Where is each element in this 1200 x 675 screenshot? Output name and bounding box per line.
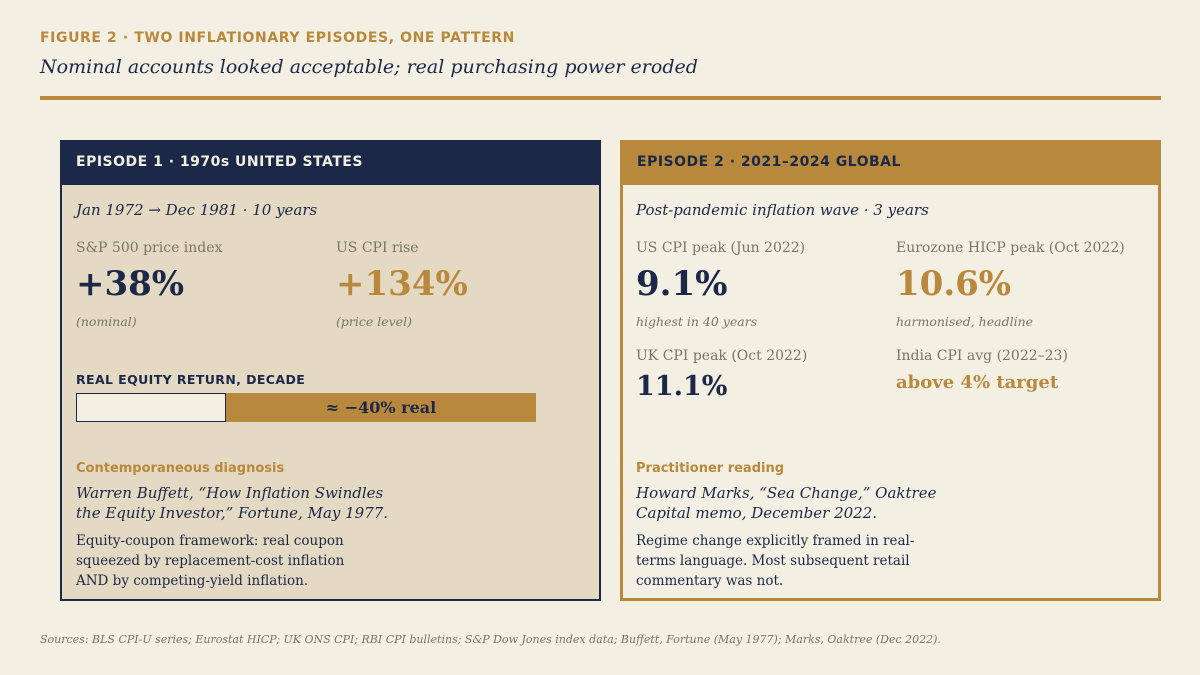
episode-2-panel: EPISODE 2 · 2021–2024 GLOBAL Post-pandem… bbox=[620, 140, 1161, 601]
figure-headline: Nominal accounts looked acceptable; real… bbox=[40, 56, 698, 78]
uk-cpi-value: 11.1% bbox=[636, 371, 728, 402]
episode-1-header: EPISODE 1 · 1970s UNITED STATES bbox=[62, 142, 599, 185]
buffett-citation: Warren Buffett, “How Inflation Swindles … bbox=[76, 484, 389, 522]
india-cpi-label: India CPI avg (2022–23) bbox=[896, 348, 1068, 364]
us-cpi-peak-value: 9.1% bbox=[636, 264, 728, 304]
eurozone-hicp-note: harmonised, headline bbox=[896, 314, 1034, 329]
india-cpi-value: above 4% target bbox=[896, 372, 1059, 393]
real-return-bar-title: REAL EQUITY RETURN, DECADE bbox=[76, 372, 306, 387]
eurozone-hicp-value: 10.6% bbox=[896, 264, 1012, 304]
real-return-bar-remainder bbox=[76, 393, 226, 422]
us-cpi-rise-note: (price level) bbox=[336, 314, 412, 329]
episode-1-body: Equity-coupon framework: real coupon squ… bbox=[76, 533, 345, 589]
episode-2-period: Post-pandemic inflation wave · 3 years bbox=[636, 201, 929, 219]
episode-2-header: EPISODE 2 · 2021–2024 GLOBAL bbox=[623, 142, 1158, 185]
episode-1-section-label: Contemporaneous diagnosis bbox=[76, 461, 285, 476]
header-rule bbox=[40, 96, 1161, 100]
us-cpi-peak-label: US CPI peak (Jun 2022) bbox=[636, 240, 806, 256]
real-return-bar-fill: ≈ −40% real bbox=[226, 393, 536, 422]
uk-cpi-label: UK CPI peak (Oct 2022) bbox=[636, 348, 808, 364]
marks-citation: Howard Marks, “Sea Change,” Oaktree Capi… bbox=[636, 484, 937, 522]
us-cpi-rise-label: US CPI rise bbox=[336, 240, 419, 256]
sp500-label: S&P 500 price index bbox=[76, 240, 223, 256]
eurozone-hicp-label: Eurozone HICP peak (Oct 2022) bbox=[896, 240, 1125, 256]
episode-2-section-label: Practitioner reading bbox=[636, 461, 785, 476]
us-cpi-rise-value: +134% bbox=[336, 264, 468, 304]
sources-footnote: Sources: BLS CPI-U series; Eurostat HICP… bbox=[40, 633, 941, 646]
figure-eyebrow: FIGURE 2 · TWO INFLATIONARY EPISODES, ON… bbox=[40, 30, 515, 46]
sp500-note: (nominal) bbox=[76, 314, 137, 329]
episode-1-period: Jan 1972 → Dec 1981 · 10 years bbox=[76, 201, 318, 219]
episode-1-panel: EPISODE 1 · 1970s UNITED STATES Jan 1972… bbox=[60, 140, 601, 601]
us-cpi-peak-note: highest in 40 years bbox=[636, 314, 758, 329]
sp500-value: +38% bbox=[76, 264, 185, 304]
real-return-bar: ≈ −40% real bbox=[76, 393, 536, 422]
episode-2-body: Regime change explicitly framed in real-… bbox=[636, 533, 915, 589]
